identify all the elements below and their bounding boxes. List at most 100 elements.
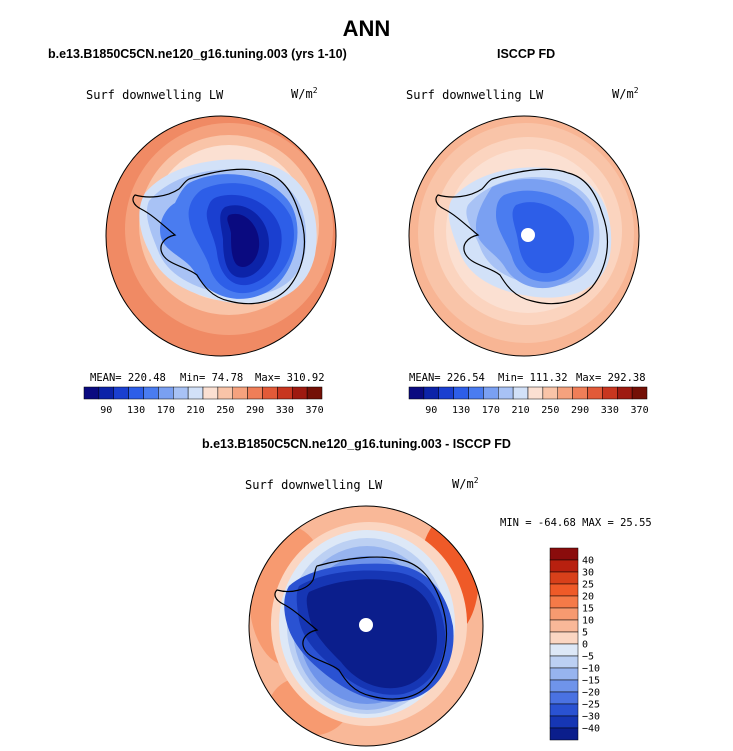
panel3-colorbar-tick-label: 5	[582, 628, 588, 639]
panel3-colorbar-tick-label: 15	[582, 604, 594, 615]
panel1-colorbar: 90 130 170 210 250 290 330 370	[83, 386, 324, 416]
panel2-colorbar: 90 130 170 210 250 290 330 370	[408, 386, 649, 416]
panel1-colorbar-swatch	[113, 386, 129, 400]
panel1-colorbar-tick-label: 130	[127, 405, 145, 416]
panel3-colorbar-tick-label: −10	[582, 664, 600, 675]
panel1-title: b.e13.B1850C5CN.ne120_g16.tuning.003 (yr…	[48, 47, 347, 61]
panel2-colorbar-swatch	[527, 386, 544, 400]
panel3-title: b.e13.B1850C5CN.ne120_g16.tuning.003 - I…	[202, 437, 511, 451]
panel3-colorbar-swatch	[549, 703, 579, 717]
panel1-min: Min= 74.78	[180, 372, 244, 384]
panel3-colorbar-swatch	[549, 559, 579, 573]
panel1-colorbar-swatch	[292, 386, 308, 400]
panel2-min: Min= 111.32	[498, 372, 568, 384]
panel2-colorbar-swatch	[602, 386, 618, 400]
panel3-map	[248, 505, 484, 747]
panel3-colorbar-swatch	[549, 715, 579, 729]
panel1-colorbar-tick-label: 330	[276, 405, 294, 416]
panel3-colorbar-swatch	[549, 691, 579, 705]
panel2-colorbar-swatch	[483, 386, 499, 400]
panel2-colorbar-swatch	[631, 386, 648, 400]
panel1-colorbar-tick-label: 250	[216, 405, 234, 416]
page-title: ANN	[342, 16, 391, 41]
panel3-colorbar-swatch	[549, 631, 579, 645]
panel1-mean: MEAN= 220.48	[90, 372, 166, 384]
panel3-colorbar-tick-label: −15	[582, 676, 600, 687]
panel1-colorbar-swatch	[187, 386, 204, 400]
panel2-colorbar-tick-label: 130	[452, 405, 470, 416]
panel2-colorbar-tick-label: 170	[482, 405, 500, 416]
panel2-colorbar-tick-label: 290	[571, 405, 589, 416]
panel3-colorbar-tick-label: 25	[582, 580, 594, 591]
panel1-variable: Surf downwelling LW	[86, 88, 224, 102]
panel2-colorbar-swatch	[572, 386, 588, 400]
panel1-colorbar-swatch	[232, 386, 248, 400]
panel1-colorbar-tick-label: 290	[246, 405, 264, 416]
panel3-colorbar-tick-label: −25	[582, 700, 600, 711]
panel3-colorbar-swatch	[549, 571, 579, 585]
panel2-map	[408, 115, 640, 357]
panel2-title: ISCCP FD	[497, 47, 556, 61]
panel3-colorbar-tick-label: 30	[582, 568, 594, 579]
panel2-colorbar-tick-label: 330	[601, 405, 619, 416]
panel2-mean: MEAN= 226.54	[409, 372, 485, 384]
panel3-colorbar-swatch	[549, 643, 579, 657]
panel2-colorbar-swatch	[512, 386, 529, 400]
panel2-colorbar-tick-label: 250	[541, 405, 559, 416]
panel1-colorbar-tick-label: 370	[306, 405, 324, 416]
panel3-colorbar-tick-label: 10	[582, 616, 594, 627]
panel3-colorbar-tick-label: −5	[582, 652, 594, 663]
panel3-variable: Surf downwelling LW	[245, 478, 383, 492]
panel3-colorbar-swatch	[549, 607, 579, 621]
panel3-colorbar-swatch	[549, 655, 579, 669]
panel2-colorbar-tick-label: 90	[425, 405, 437, 416]
panel1-max: Max= 310.92	[255, 372, 325, 384]
panel3-colorbar-swatch	[549, 727, 579, 741]
panel3-colorbar-swatch	[549, 667, 579, 681]
panel3-colorbar-swatch	[549, 619, 579, 633]
panel2-colorbar-swatch	[468, 386, 484, 400]
panel3-colorbar-tick-label: 20	[582, 592, 594, 603]
panel2-colorbar-tick-label: 370	[631, 405, 649, 416]
panel3-colorbar-swatch	[549, 583, 579, 597]
panel3-colorbar-swatch	[549, 595, 579, 609]
panel2-colorbar-swatch	[498, 386, 514, 400]
panel2-colorbar-swatch	[423, 386, 439, 400]
panel3-colorbar-swatch	[549, 679, 579, 693]
panel1-map	[105, 115, 337, 357]
panel2-colorbar-swatch	[453, 386, 469, 400]
panel3-colorbar-tick-label: −30	[582, 712, 600, 723]
panel3-units: W/m2	[452, 476, 479, 491]
panel3-minmax: MIN = -64.68 MAX = 25.55	[500, 517, 652, 529]
panel1-colorbar-swatch	[306, 386, 323, 400]
panel1-colorbar-tick-label: 210	[187, 405, 205, 416]
panel2-colorbar-swatch	[438, 386, 454, 400]
panel3-colorbar-tick-label: −40	[582, 724, 600, 735]
panel2-colorbar-tick-label: 210	[512, 405, 530, 416]
panel1-colorbar-swatch	[128, 386, 144, 400]
panel1-colorbar-swatch	[262, 386, 278, 400]
panel1-colorbar-swatch	[158, 386, 174, 400]
panel2-colorbar-swatch	[587, 386, 603, 400]
panel2-max: Max= 292.38	[576, 372, 646, 384]
panel3-colorbar-tick-label: −20	[582, 688, 600, 699]
panel3-colorbar-tick-label: 0	[582, 640, 588, 651]
panel1-colorbar-tick-label: 90	[100, 405, 112, 416]
panel1-units: W/m2	[291, 86, 318, 101]
panel1-colorbar-swatch	[98, 386, 114, 400]
panel2-units: W/m2	[612, 86, 639, 101]
panel1-colorbar-swatch	[202, 386, 219, 400]
panel1-colorbar-swatch	[173, 386, 189, 400]
panel2-colorbar-swatch	[408, 386, 425, 400]
panel3-colorbar-tick-label: 40	[582, 556, 594, 567]
panel3-colorbar-swatch	[549, 547, 579, 561]
panel2-colorbar-swatch	[542, 386, 558, 400]
panel2-variable: Surf downwelling LW	[406, 88, 544, 102]
panel1-colorbar-swatch	[247, 386, 263, 400]
panel1-colorbar-swatch	[83, 386, 100, 400]
panel2-colorbar-swatch	[617, 386, 633, 400]
panel1-colorbar-swatch	[217, 386, 233, 400]
panel1-colorbar-swatch	[277, 386, 293, 400]
panel1-colorbar-tick-label: 170	[157, 405, 175, 416]
